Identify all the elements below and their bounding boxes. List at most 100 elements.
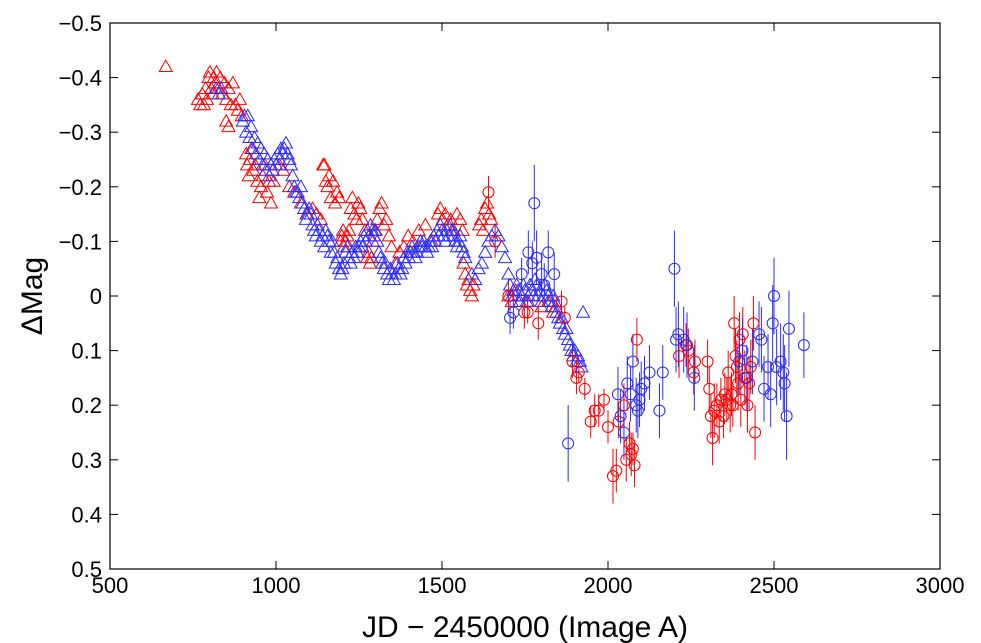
triangle-point (293, 179, 309, 193)
triangle-point (301, 201, 317, 215)
circle-point (797, 339, 810, 352)
circle-point (681, 339, 694, 352)
triangle-point (278, 135, 294, 149)
circle-point (528, 197, 541, 210)
circle-point (774, 355, 787, 368)
triangle-point (464, 288, 480, 302)
triangle-point (400, 228, 416, 242)
triangle-point (384, 239, 399, 253)
circle-point (670, 333, 683, 346)
y-tick-label: 0.5 (71, 557, 102, 582)
triangle-point (457, 250, 473, 264)
circle-point (626, 442, 639, 455)
triangle-point (444, 222, 460, 236)
circle-point (743, 377, 756, 390)
triangle-point (369, 212, 385, 225)
triangle-point (285, 168, 300, 182)
circle-point (562, 437, 575, 450)
circle-point (617, 426, 630, 439)
circle-point (753, 328, 766, 341)
y-tick-label: 0.3 (71, 448, 102, 473)
triangle-point (350, 195, 366, 209)
circle-point (722, 366, 735, 379)
triangle-point (321, 168, 337, 182)
circle-point (749, 426, 762, 439)
x-axis-label: JD − 2450000 (Image A) (362, 611, 688, 643)
triangle-point (325, 233, 340, 247)
circle-point (643, 366, 656, 379)
circle-point (592, 404, 605, 417)
triangle-point (378, 212, 394, 225)
circle-point (535, 268, 548, 281)
circle-point (701, 355, 714, 368)
circle-point (744, 360, 757, 373)
triangle-point (232, 91, 248, 105)
triangle-point (574, 359, 589, 373)
y-tick-label: −0.4 (59, 66, 102, 91)
triangle-point (562, 337, 578, 351)
triangle-point (456, 244, 471, 258)
circle-point (688, 355, 701, 368)
circle-point (530, 251, 543, 264)
circle-point (782, 322, 795, 335)
y-tick-label: 0.2 (71, 393, 102, 418)
triangle-point (537, 277, 553, 291)
circle-point (653, 404, 666, 417)
y-tick-label: −0.5 (59, 11, 102, 36)
triangle-point (455, 222, 470, 236)
circle-point (542, 246, 555, 259)
circle-point (668, 262, 681, 275)
triangle-point (418, 217, 433, 231)
triangle-point (378, 255, 393, 269)
triangle-point (575, 304, 591, 318)
y-tick-label: −0.3 (59, 120, 102, 145)
triangle-point (368, 222, 383, 236)
circle-point (515, 268, 528, 281)
circle-point (548, 268, 561, 281)
circle-point (762, 360, 775, 373)
triangle-point (280, 146, 295, 160)
circle-point (708, 404, 721, 417)
circle-point (482, 186, 495, 199)
circle-point (566, 355, 579, 368)
circle-point (673, 350, 686, 363)
triangle-point (230, 102, 246, 116)
triangle-point (344, 190, 360, 204)
y-axis-ticks: −0.5 −0.4 −0.3 −0.2 −0.1 0 0.1 0.2 0.3 0.4 0.5 (59, 11, 940, 582)
triangle-point (405, 233, 421, 247)
circle-point (626, 355, 639, 368)
circle-point (768, 290, 780, 302)
triangle-point (240, 108, 256, 122)
triangle-point (310, 217, 325, 231)
circle-point (747, 317, 760, 330)
triangle-point (354, 212, 370, 225)
circle-point (532, 317, 545, 330)
circle-point (728, 317, 741, 330)
circle-point (624, 388, 637, 401)
triangle-point (560, 332, 576, 346)
triangle-point (479, 195, 495, 209)
circle-point (570, 371, 583, 384)
circle-point (706, 431, 719, 444)
triangle-point (340, 239, 355, 253)
x-tick-label: 1500 (418, 573, 467, 598)
x-tick-label: 1000 (252, 573, 301, 598)
triangle-point (501, 266, 516, 280)
triangle-point (432, 217, 448, 231)
circle-point (741, 399, 754, 412)
triangle-point (320, 228, 335, 242)
triangle-point (283, 157, 299, 171)
triangle-point (352, 201, 368, 215)
circle-point (740, 371, 753, 384)
circle-point (766, 317, 779, 330)
x-tick-label: 3000 (916, 573, 965, 598)
circle-point (614, 410, 627, 423)
triangle-point (374, 195, 389, 209)
circle-point (621, 377, 634, 390)
x-tick-label: 2500 (750, 573, 799, 598)
triangle-point (281, 151, 297, 165)
triangle-point (474, 255, 490, 269)
circle-point (630, 333, 643, 346)
triangle-point (437, 206, 453, 220)
